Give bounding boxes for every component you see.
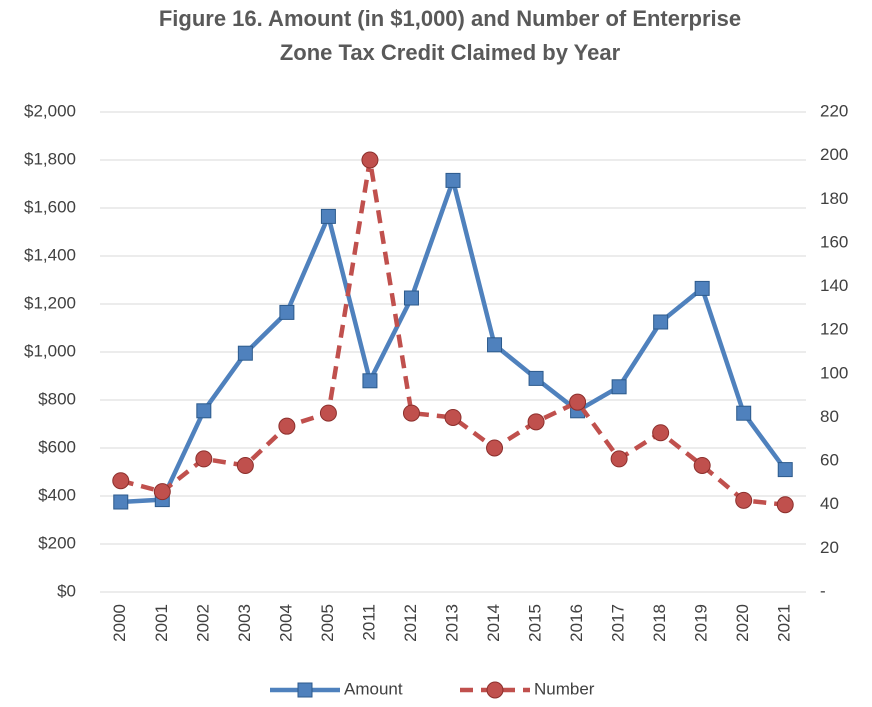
marker bbox=[652, 424, 670, 442]
marker bbox=[611, 379, 627, 395]
y2-tick-label: - bbox=[820, 581, 826, 600]
marker bbox=[403, 290, 419, 306]
marker bbox=[776, 496, 794, 514]
y2-tick-label: 20 bbox=[820, 538, 839, 557]
y-tick-label: $1,800 bbox=[24, 149, 76, 168]
marker bbox=[113, 494, 129, 510]
series-line bbox=[120, 157, 786, 507]
y2-tick-label: 60 bbox=[820, 451, 839, 470]
y-tick-label: $800 bbox=[38, 389, 76, 408]
marker bbox=[653, 314, 669, 330]
marker bbox=[736, 405, 752, 421]
marker bbox=[444, 408, 462, 426]
marker bbox=[195, 450, 213, 468]
y-tick-label: $200 bbox=[38, 533, 76, 552]
y-tick-label: $1,400 bbox=[24, 245, 76, 264]
marker bbox=[112, 472, 130, 490]
marker bbox=[693, 456, 711, 474]
marker bbox=[694, 280, 710, 296]
y2-tick-label: 100 bbox=[820, 363, 848, 382]
x-tick-label: 2000 bbox=[110, 604, 129, 642]
x-tick-label: 2015 bbox=[526, 604, 545, 642]
marker bbox=[279, 304, 295, 320]
x-tick-label: 2017 bbox=[609, 604, 628, 642]
y-tick-label: $0 bbox=[57, 581, 76, 600]
marker bbox=[361, 151, 379, 169]
marker bbox=[236, 456, 254, 474]
marker bbox=[777, 462, 793, 478]
marker bbox=[527, 413, 545, 431]
y-tick-label: $1,000 bbox=[24, 341, 76, 360]
x-tick-label: 2013 bbox=[442, 604, 461, 642]
y2-tick-label: 220 bbox=[820, 101, 848, 120]
y2-tick-label: 180 bbox=[820, 189, 848, 208]
marker bbox=[487, 337, 503, 353]
y2-tick-label: 40 bbox=[820, 494, 839, 513]
y-tick-label: $1,600 bbox=[24, 197, 76, 216]
x-tick-label: 2002 bbox=[193, 604, 212, 642]
x-tick-label: 2004 bbox=[276, 604, 295, 642]
x-tick-label: 2016 bbox=[567, 604, 586, 642]
x-tick-label: 2019 bbox=[692, 604, 711, 642]
marker bbox=[610, 450, 628, 468]
title-line: Zone Tax Credit Claimed by Year bbox=[280, 40, 621, 65]
x-tick-label: 2001 bbox=[152, 604, 171, 642]
y2-tick-label: 120 bbox=[820, 320, 848, 339]
marker bbox=[362, 373, 378, 389]
y-tick-label: $1,200 bbox=[24, 293, 76, 312]
marker bbox=[528, 370, 544, 386]
title-line: Figure 16. Amount (in $1,000) and Number… bbox=[159, 6, 741, 31]
series-1 bbox=[112, 151, 794, 514]
x-tick-label: 2003 bbox=[235, 604, 254, 642]
legend-label: Number bbox=[534, 679, 595, 698]
series-line bbox=[120, 178, 788, 505]
y-tick-label: $600 bbox=[38, 437, 76, 456]
marker bbox=[196, 403, 212, 419]
x-tick-label: 2020 bbox=[733, 604, 752, 642]
y-tick-label: $2,000 bbox=[24, 101, 76, 120]
x-tick-label: 2018 bbox=[650, 604, 669, 642]
marker bbox=[153, 483, 171, 501]
series-0 bbox=[113, 172, 793, 510]
marker bbox=[486, 439, 504, 457]
y-tick-label: $400 bbox=[38, 485, 76, 504]
x-tick-label: 2012 bbox=[401, 604, 420, 642]
marker bbox=[402, 404, 420, 422]
y2-tick-label: 160 bbox=[820, 232, 848, 251]
y2-tick-label: 80 bbox=[820, 407, 839, 426]
marker bbox=[319, 404, 337, 422]
marker bbox=[237, 345, 253, 361]
marker bbox=[735, 491, 753, 509]
marker bbox=[445, 172, 461, 188]
y2-tick-label: 140 bbox=[820, 276, 848, 295]
marker bbox=[278, 417, 296, 435]
x-tick-label: 2014 bbox=[484, 604, 503, 642]
marker bbox=[569, 393, 587, 411]
y2-tick-label: 200 bbox=[820, 145, 848, 164]
legend-marker bbox=[486, 681, 504, 699]
legend-marker bbox=[297, 682, 313, 698]
legend-label: Amount bbox=[344, 679, 403, 698]
x-tick-label: 2021 bbox=[775, 604, 794, 642]
x-tick-label: 2005 bbox=[318, 604, 337, 642]
chart-title: Figure 16. Amount (in $1,000) and Number… bbox=[159, 6, 741, 65]
marker bbox=[320, 208, 336, 224]
x-tick-label: 2011 bbox=[359, 604, 378, 641]
